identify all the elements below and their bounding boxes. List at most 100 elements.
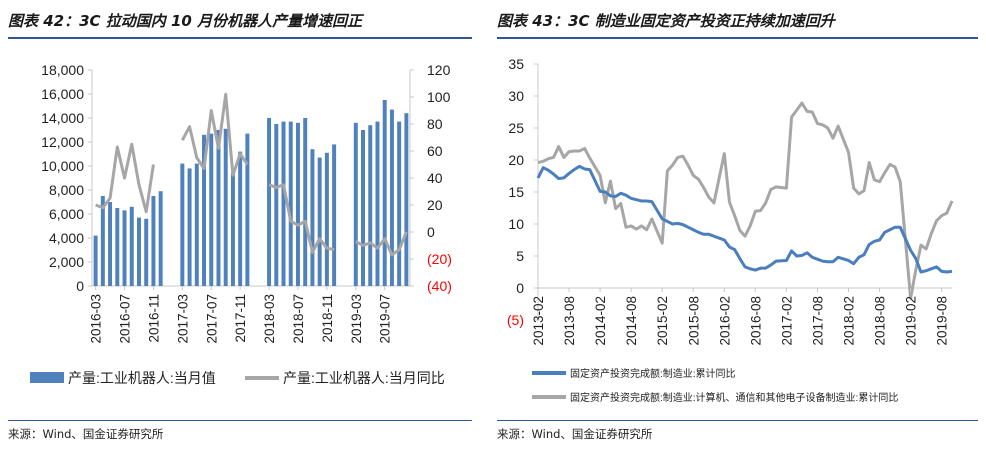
production-bar bbox=[202, 134, 207, 286]
production-bar bbox=[295, 122, 300, 286]
right-title-rule bbox=[497, 37, 978, 39]
right-y-tick-label: (20) bbox=[427, 251, 452, 267]
production-bar bbox=[353, 122, 358, 286]
production-bar bbox=[100, 196, 105, 286]
x-tick-label: 2018-08 bbox=[873, 296, 888, 346]
production-bar bbox=[129, 206, 134, 286]
y-tick-label: 10 bbox=[508, 216, 524, 232]
legend-label-manufacturing: 固定资产投资完成额:制造业:累计同比 bbox=[570, 367, 736, 380]
x-tick-label: 2017-11 bbox=[233, 294, 248, 343]
production-bar bbox=[310, 149, 315, 286]
left-y-tick-label: 10,000 bbox=[41, 158, 84, 174]
production-bar bbox=[397, 121, 402, 286]
left-y-tick-label: 6,000 bbox=[49, 206, 84, 222]
x-tick-label: 2016-08 bbox=[748, 296, 763, 346]
right-chart-title: 图表 43：3C 制造业固定资产投资正持续加速回升 bbox=[497, 12, 835, 30]
production-bar bbox=[375, 121, 380, 286]
production-bar bbox=[281, 121, 286, 286]
x-tick-label: 2013-08 bbox=[562, 296, 577, 346]
left-source-rule bbox=[8, 420, 472, 421]
x-tick-label: 2017-08 bbox=[810, 296, 825, 346]
production-bar bbox=[288, 121, 293, 286]
left-chart: 0 2,000 4,000 6,000 8,000 10,000 12,000 14,000 1… bbox=[30, 62, 452, 386]
right-y-tick-label: (40) bbox=[427, 278, 452, 294]
left-y-tick-label: 8,000 bbox=[49, 182, 84, 198]
x-tick-label: 2017-02 bbox=[779, 296, 794, 346]
production-bar bbox=[216, 130, 221, 286]
right-y-tick-label: 100 bbox=[427, 89, 451, 105]
production-bar bbox=[368, 125, 373, 286]
production-bar bbox=[303, 118, 308, 286]
production-bar bbox=[180, 163, 185, 286]
x-tick-label: 2019-03 bbox=[349, 294, 364, 344]
production-bar bbox=[144, 218, 149, 286]
production-bar bbox=[108, 202, 113, 286]
x-tick-label: 2019-08 bbox=[935, 296, 950, 346]
x-tick-label: 2015-08 bbox=[686, 296, 701, 346]
left-title-rule bbox=[8, 37, 472, 39]
left-source: 来源：Wind、国金证券研究所 bbox=[8, 427, 164, 441]
left-y-tick-label: 0 bbox=[76, 278, 84, 294]
x-tick-label: 2016-03 bbox=[89, 294, 104, 344]
left-y-tick-label: 4,000 bbox=[49, 230, 84, 246]
x-tick-label: 2019-02 bbox=[904, 296, 919, 346]
y-tick-label: 15 bbox=[508, 184, 524, 200]
production-bar bbox=[151, 196, 156, 286]
x-tick-label: 2017-07 bbox=[204, 294, 219, 344]
x-tick-label: 2014-08 bbox=[624, 296, 639, 346]
y-tick-label: 0 bbox=[516, 280, 524, 296]
x-tick-label: 2018-07 bbox=[291, 294, 306, 344]
fai-manufacturing-line bbox=[536, 164, 953, 274]
production-bar bbox=[230, 173, 235, 286]
x-tick-label: 2015-02 bbox=[655, 296, 670, 346]
yoy-growth-line bbox=[355, 231, 408, 257]
right-y-tick-label: 60 bbox=[427, 143, 443, 159]
production-bar bbox=[324, 152, 329, 286]
production-bar bbox=[317, 157, 322, 286]
right-y-tick-label: 80 bbox=[427, 116, 443, 132]
legend-swatch-bar bbox=[30, 372, 64, 383]
x-tick-label: 2017-03 bbox=[175, 294, 190, 344]
y-tick-label: 5 bbox=[516, 248, 524, 264]
production-bar bbox=[361, 130, 366, 286]
x-tick-label: 2016-02 bbox=[717, 296, 732, 346]
production-bar bbox=[194, 163, 199, 286]
x-tick-label: 2018-03 bbox=[262, 294, 277, 344]
left-chart-title: 图表 42：3C 拉动国内 10 月份机器人产量增速回正 bbox=[8, 12, 363, 30]
production-bar bbox=[332, 144, 337, 286]
x-tick-label: 2014-02 bbox=[593, 296, 608, 346]
production-bar bbox=[223, 128, 228, 286]
production-bar bbox=[245, 133, 250, 286]
yoy-growth-line bbox=[268, 183, 335, 254]
yoy-growth-line bbox=[181, 92, 249, 177]
y-tick-label: 25 bbox=[508, 120, 524, 136]
right-y-tick-label: 40 bbox=[427, 170, 443, 186]
production-bar bbox=[238, 151, 243, 286]
yoy-growth-line bbox=[95, 142, 155, 214]
production-bar bbox=[136, 217, 141, 286]
production-bar bbox=[122, 210, 127, 286]
right-y-tick-label: 0 bbox=[427, 224, 435, 240]
legend-label-electronics: 固定资产投资完成额:制造业:计算机、通信和其他电子设备制造业:累计同比 bbox=[570, 391, 898, 404]
production-bar bbox=[404, 113, 409, 286]
x-tick-label: 2018-11 bbox=[320, 294, 335, 343]
right-chart: (5) 0 5 10 15 20 25 30 35 2013-02 2013-08 2014-02 20… bbox=[507, 56, 954, 404]
production-bar bbox=[267, 118, 272, 286]
right-y-tick-label: 20 bbox=[427, 197, 443, 213]
production-bar bbox=[209, 133, 214, 286]
y-tick-label: 35 bbox=[508, 56, 524, 72]
right-source-rule bbox=[497, 420, 978, 421]
production-bar bbox=[115, 208, 120, 286]
production-bar bbox=[389, 109, 394, 286]
left-y-tick-label: 12,000 bbox=[41, 134, 84, 150]
production-bar bbox=[187, 168, 192, 286]
x-tick-label: 2019-07 bbox=[378, 294, 393, 344]
production-bar bbox=[382, 100, 387, 286]
y-tick-label: 30 bbox=[508, 88, 524, 104]
right-source: 来源：Wind、国金证券研究所 bbox=[497, 427, 653, 441]
left-y-tick-label: 2,000 bbox=[49, 254, 84, 270]
production-bar bbox=[274, 124, 279, 286]
left-y-tick-label: 18,000 bbox=[41, 62, 84, 78]
y-tick-label: (5) bbox=[507, 312, 524, 328]
fai-electronics-line bbox=[537, 101, 954, 300]
